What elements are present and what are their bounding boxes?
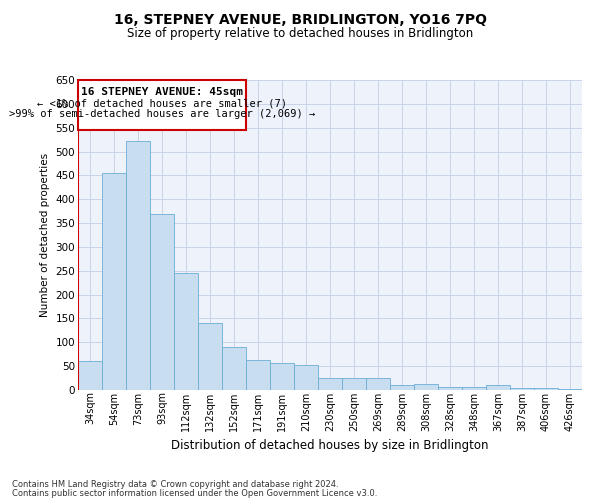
Bar (342, 378, 366, 390)
Bar (198, 323, 222, 390)
Bar (558, 388, 582, 390)
Bar (78, 362, 102, 390)
Bar (150, 214, 174, 390)
Text: 16 STEPNEY AVENUE: 45sqm: 16 STEPNEY AVENUE: 45sqm (81, 87, 243, 97)
Bar (510, 388, 534, 390)
Bar (486, 385, 510, 390)
Bar (126, 140, 150, 390)
Bar (270, 363, 294, 390)
Bar (174, 273, 198, 390)
Bar (390, 385, 414, 390)
Bar (294, 364, 318, 390)
Bar (534, 388, 558, 390)
Bar (462, 386, 486, 390)
Bar (366, 378, 390, 390)
Bar (222, 347, 246, 390)
Text: Contains HM Land Registry data © Crown copyright and database right 2024.: Contains HM Land Registry data © Crown c… (12, 480, 338, 489)
Bar (78, 80, 246, 130)
Text: Contains public sector information licensed under the Open Government Licence v3: Contains public sector information licen… (12, 489, 377, 498)
Bar (414, 384, 438, 390)
Text: Size of property relative to detached houses in Bridlington: Size of property relative to detached ho… (127, 28, 473, 40)
Text: ← <1% of detached houses are smaller (7): ← <1% of detached houses are smaller (7) (37, 98, 287, 108)
Bar (246, 360, 270, 390)
Text: >99% of semi-detached houses are larger (2,069) →: >99% of semi-detached houses are larger … (9, 108, 315, 118)
Bar (438, 386, 462, 390)
X-axis label: Distribution of detached houses by size in Bridlington: Distribution of detached houses by size … (171, 439, 489, 452)
Bar (318, 378, 342, 390)
Y-axis label: Number of detached properties: Number of detached properties (40, 153, 50, 317)
Text: 16, STEPNEY AVENUE, BRIDLINGTON, YO16 7PQ: 16, STEPNEY AVENUE, BRIDLINGTON, YO16 7P… (113, 12, 487, 26)
Bar (102, 173, 126, 390)
